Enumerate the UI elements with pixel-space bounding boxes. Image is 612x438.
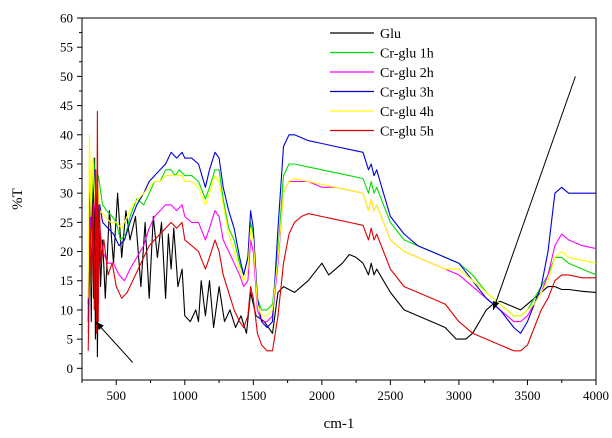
x-tick-label: 3000 xyxy=(446,388,472,403)
y-tick-label: 50 xyxy=(60,69,73,84)
legend: Glu Cr-glu 1h Cr-glu 2h Cr-glu 3h Cr-glu 4h C… xyxy=(330,27,434,140)
annotation-arrow-0 xyxy=(95,321,134,363)
y-tick-label: 0 xyxy=(67,361,74,376)
y-axis: 0 5 10 15 20 25 30 35 40 45 50 55 60 xyxy=(60,11,82,376)
y-tick-label: 35 xyxy=(60,156,73,171)
legend-label: Cr-glu 3h xyxy=(380,86,434,101)
series-line-5 xyxy=(87,110,596,352)
annotation-arrow-1 xyxy=(492,76,576,311)
y-tick-label: 30 xyxy=(60,186,73,201)
annotations xyxy=(95,76,576,363)
y-tick-label: 5 xyxy=(67,332,74,347)
legend-label: Cr-glu 5h xyxy=(380,125,434,140)
y-tick-label: 25 xyxy=(60,215,73,230)
legend-label: Glu xyxy=(380,27,401,42)
annotation-arrowhead-0 xyxy=(95,321,104,331)
series-line-4 xyxy=(87,134,597,317)
x-axis: 500 1000 1500 2000 2500 3000 3500 4000 xyxy=(81,380,609,403)
x-tick-label: 4000 xyxy=(583,388,609,403)
series-line-0 xyxy=(87,157,597,358)
annotation-arrowhead-1 xyxy=(492,300,500,310)
x-axis-label: cm-1 xyxy=(324,416,355,432)
x-tick-label: 1500 xyxy=(240,388,266,403)
series-line-1 xyxy=(87,157,597,317)
x-tick-label: 2500 xyxy=(377,388,403,403)
x-tick-label: 500 xyxy=(107,388,127,403)
series-lines xyxy=(87,110,597,358)
x-tick-label: 2000 xyxy=(309,388,335,403)
y-tick-label: 55 xyxy=(60,40,73,55)
legend-label: Cr-glu 1h xyxy=(380,47,434,62)
y-axis-label: %T xyxy=(10,188,26,210)
y-tick-label: 45 xyxy=(60,98,73,113)
y-tick-label: 60 xyxy=(60,11,73,26)
plot-frame xyxy=(81,17,597,381)
y-tick-label: 10 xyxy=(60,302,73,317)
y-tick-label: 15 xyxy=(60,273,73,288)
series-line-2 xyxy=(87,180,597,334)
x-tick-label: 3500 xyxy=(514,388,540,403)
x-tick-label: 1000 xyxy=(172,388,198,403)
y-tick-label: 40 xyxy=(60,127,73,142)
y-tick-label: 20 xyxy=(60,244,73,259)
legend-label: Cr-glu 4h xyxy=(380,105,434,120)
legend-label: Cr-glu 2h xyxy=(380,66,434,81)
